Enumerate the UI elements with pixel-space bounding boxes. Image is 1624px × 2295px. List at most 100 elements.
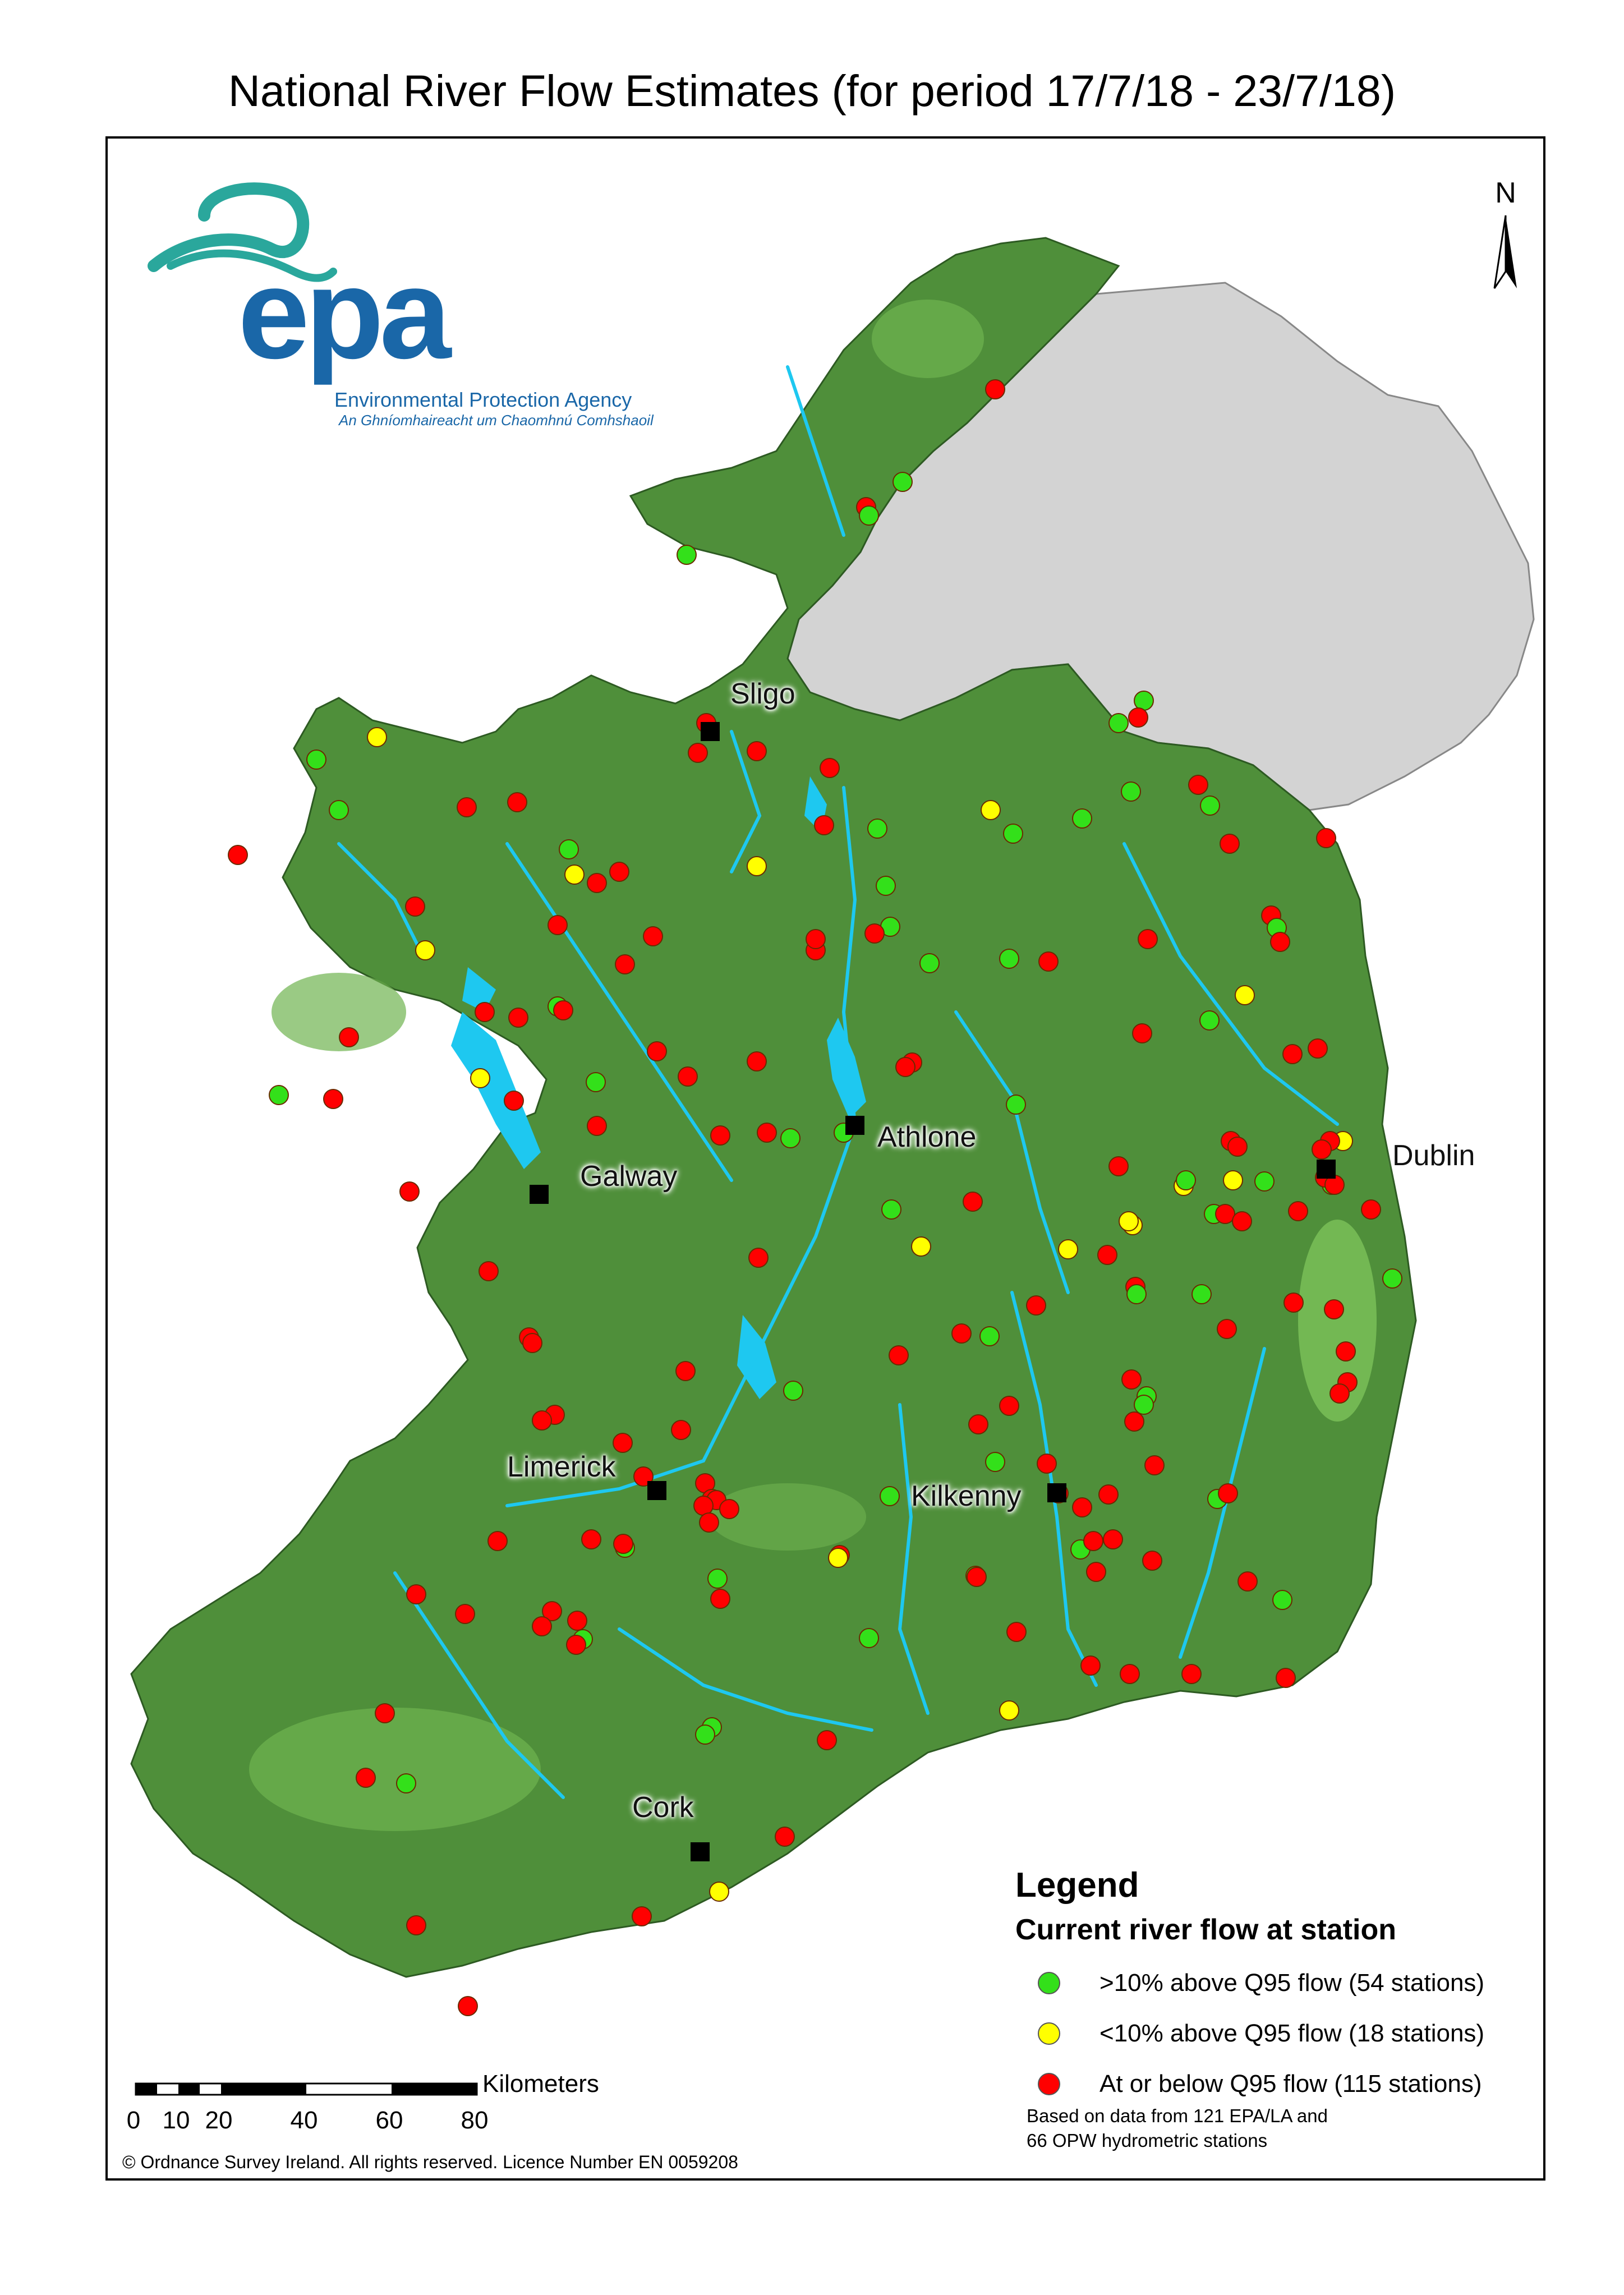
station-above-q95-marker [1126, 1284, 1147, 1304]
station-below-q95-marker [775, 1827, 795, 1847]
map-title: National River Flow Estimates (for perio… [228, 66, 1396, 116]
station-below-q95-marker [542, 1601, 562, 1621]
station-above-q95-marker [892, 472, 913, 492]
station-above-q95-marker [1191, 1284, 1212, 1304]
city-label-kilkenny: Kilkenny [911, 1480, 1022, 1512]
station-below-q95-marker [406, 1584, 426, 1604]
station-below-q95-marker [1361, 1199, 1381, 1220]
station-near-q95-marker [1235, 985, 1255, 1005]
station-above-q95-marker [1176, 1170, 1196, 1190]
station-above-q95-marker [880, 1486, 900, 1506]
station-below-q95-marker [1283, 1293, 1304, 1313]
legend-item-above: >10% above Q95 flow (54 stations) [1038, 1966, 1484, 2000]
station-below-q95-marker [747, 741, 767, 761]
station-below-q95-marker [375, 1703, 395, 1723]
city-label-sligo: Sligo [730, 678, 795, 710]
station-above-q95-marker [1003, 824, 1023, 844]
legend-title: Legend [1015, 1866, 1139, 1905]
station-above-q95-marker [881, 1199, 901, 1220]
station-near-q95-marker [747, 856, 767, 876]
station-below-q95-marker [632, 1906, 652, 1926]
station-below-q95-marker [895, 1057, 915, 1077]
station-below-q95-marker [699, 1512, 719, 1533]
station-below-q95-marker [356, 1768, 376, 1788]
lough-ree [827, 1018, 866, 1119]
station-below-q95-marker [504, 1091, 524, 1111]
station-below-q95-marker [748, 1248, 769, 1268]
city-label-dublin: Dublin [1392, 1139, 1475, 1172]
station-below-q95-marker [1312, 1139, 1332, 1160]
city-label-cork: Cork [632, 1791, 694, 1824]
station-near-q95-marker [981, 800, 1001, 820]
station-below-q95-marker [1237, 1571, 1258, 1592]
station-near-q95-marker [911, 1236, 931, 1257]
station-below-q95-marker [339, 1027, 359, 1047]
station-below-q95-marker [1098, 1484, 1119, 1505]
station-near-q95-marker [709, 1882, 729, 1902]
station-near-q95-marker [367, 727, 387, 747]
station-below-q95-marker [817, 1730, 837, 1750]
station-below-q95-marker [1144, 1455, 1165, 1475]
station-above-q95-marker [1072, 808, 1092, 829]
station-below-q95-marker [678, 1066, 698, 1087]
data-source-note: Based on data from 121 EPA/LA and 66 OPW… [1027, 2104, 1328, 2153]
scale-tick: 20 [205, 2107, 233, 2134]
scale-tick: 40 [290, 2107, 318, 2134]
north-arrow-icon [1493, 215, 1517, 289]
epa-logo-line1: Environmental Protection Agency [334, 388, 632, 411]
station-below-q95-marker [820, 758, 840, 778]
station-below-q95-marker [967, 1567, 987, 1587]
station-above-q95-marker [677, 545, 697, 565]
station-below-q95-marker [613, 1534, 633, 1554]
station-below-q95-marker [532, 1616, 552, 1636]
station-below-q95-marker [1124, 1411, 1144, 1432]
city-marker-limerick [647, 1481, 666, 1500]
station-below-q95-marker [1006, 1622, 1027, 1642]
city-label-limerick: Limerick [507, 1451, 616, 1483]
station-below-q95-marker [1329, 1383, 1350, 1404]
station-below-q95-marker [1218, 1483, 1238, 1503]
station-below-q95-marker [1086, 1562, 1106, 1582]
station-below-q95-marker [548, 915, 568, 935]
station-below-q95-marker [1288, 1201, 1308, 1221]
city-markers [530, 722, 1336, 1861]
station-below-q95-marker [1232, 1211, 1252, 1231]
station-below-q95-marker [1121, 1369, 1142, 1390]
station-above-q95-marker [1134, 691, 1154, 711]
station-below-q95-marker [507, 792, 527, 812]
station-below-q95-marker [643, 926, 663, 946]
station-below-q95-marker [457, 797, 477, 817]
station-below-q95-marker [581, 1529, 601, 1549]
station-below-q95-marker [671, 1420, 691, 1440]
station-above-q95-marker [1272, 1590, 1292, 1610]
note-line: Based on data from 121 EPA/LA and [1027, 2105, 1328, 2126]
station-below-q95-marker [864, 923, 885, 944]
station-above-q95-marker [780, 1128, 801, 1148]
highland-patch [872, 300, 984, 378]
epa-logo-text: epa [238, 241, 451, 385]
station-above-q95-marker [859, 1628, 879, 1648]
scale-tick: 10 [162, 2107, 190, 2134]
station-below-q95-marker [1227, 1137, 1248, 1157]
city-marker-dublin [1317, 1160, 1336, 1179]
highland-patch [1298, 1220, 1377, 1422]
scale-bar [135, 2082, 478, 2096]
station-below-q95-marker [757, 1123, 777, 1143]
station-below-q95-marker [675, 1361, 696, 1381]
station-below-q95-marker [609, 862, 629, 882]
station-below-q95-marker [1103, 1529, 1123, 1549]
station-below-q95-marker [1316, 828, 1336, 848]
city-marker-cork [691, 1842, 710, 1861]
station-above-q95-marker [559, 839, 579, 859]
station-above-q95-marker [1134, 1395, 1154, 1415]
legend-label: >10% above Q95 flow (54 stations) [1099, 1969, 1485, 1997]
station-near-q95-marker [1119, 1211, 1139, 1231]
legend-label: <10% above Q95 flow (18 stations) [1099, 2020, 1485, 2047]
highland-patch [709, 1483, 866, 1551]
station-below-q95-marker [710, 1589, 730, 1609]
station-near-q95-marker [828, 1548, 848, 1568]
station-above-q95-marker [1199, 1010, 1220, 1031]
station-below-q95-marker [566, 1635, 586, 1655]
highland-patch [249, 1708, 541, 1831]
station-above-q95-marker [306, 749, 326, 770]
